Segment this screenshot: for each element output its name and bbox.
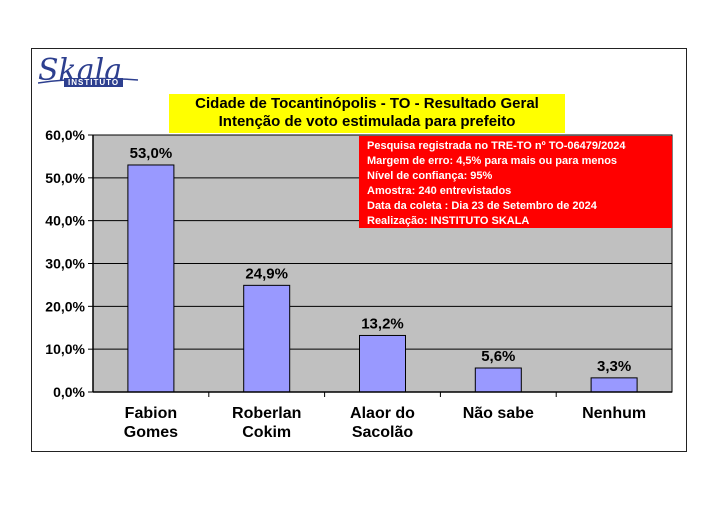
survey-info-box: Pesquisa registrada no TRE-TO nº TO-0647… bbox=[359, 136, 672, 228]
x-tick-label: Roberlan bbox=[232, 405, 301, 422]
x-tick-label: Gomes bbox=[124, 424, 178, 441]
data-label: 53,0% bbox=[130, 145, 173, 162]
bar bbox=[474, 367, 522, 393]
chart-title-line2: Intenção de voto estimulada para prefeit… bbox=[218, 113, 516, 130]
data-label: 5,6% bbox=[481, 348, 515, 365]
bar bbox=[243, 284, 291, 393]
data-label: 3,3% bbox=[597, 358, 631, 375]
bar bbox=[590, 377, 638, 393]
x-tick-label: Cokim bbox=[242, 424, 291, 441]
x-tick-label: Fabion bbox=[125, 405, 177, 422]
x-tick-label: Nenhum bbox=[582, 405, 646, 422]
y-tick-label: 0,0% bbox=[53, 384, 85, 400]
info-line: Margem de erro: 4,5% para mais ou para m… bbox=[367, 155, 618, 167]
bar bbox=[127, 164, 175, 393]
info-line: Nível de confiança: 95% bbox=[367, 170, 493, 182]
x-tick-label: Alaor do bbox=[350, 405, 415, 422]
logo-subtitle: INSTITUTO bbox=[64, 78, 124, 87]
bar bbox=[359, 334, 406, 393]
chart-title: Cidade de Tocantinópolis - TO - Resultad… bbox=[169, 94, 565, 133]
info-line: Data da coleta : Dia 23 de Setembro de 2… bbox=[367, 200, 597, 212]
data-label: 13,2% bbox=[361, 315, 404, 332]
y-tick-label: 10,0% bbox=[45, 341, 85, 357]
info-line: Realização: INSTITUTO SKALA bbox=[367, 215, 530, 227]
info-line: Pesquisa registrada no TRE-TO nº TO-0647… bbox=[367, 140, 626, 152]
y-tick-label: 40,0% bbox=[45, 213, 85, 229]
y-tick-label: 60,0% bbox=[45, 127, 85, 143]
data-label: 24,9% bbox=[245, 265, 288, 282]
y-tick-label: 50,0% bbox=[45, 170, 85, 186]
info-line: Amostra: 240 entrevistados bbox=[367, 185, 512, 197]
y-tick-label: 30,0% bbox=[45, 256, 85, 272]
chart-title-line1: Cidade de Tocantinópolis - TO - Resultad… bbox=[195, 95, 539, 112]
x-tick-label: Sacolão bbox=[352, 424, 414, 441]
y-tick-label: 20,0% bbox=[45, 298, 85, 314]
x-tick-label: Não sabe bbox=[463, 405, 534, 422]
